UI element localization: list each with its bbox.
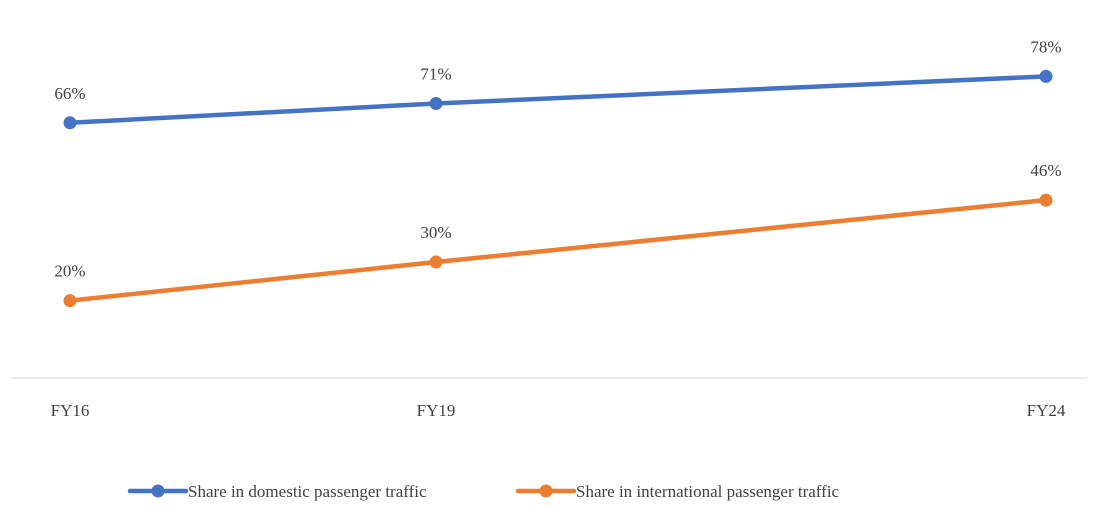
- data-label-layer: 66% 71% 78% 20% 30% 46%: [54, 37, 1061, 280]
- series-layer: [63, 69, 1053, 308]
- legend-label-1: Share in international passenger traffic: [576, 482, 840, 501]
- legend: Share in domestic passenger traffic Share…: [127, 482, 840, 501]
- series-1-data-label-fy24: 46%: [1030, 161, 1061, 180]
- legend-marker-0: [151, 484, 165, 498]
- series-0-point-fy16: [63, 116, 77, 130]
- x-tick-label-fy24: FY24: [1027, 401, 1066, 420]
- axis-layer: FY16 FY19 FY24: [10, 377, 1087, 420]
- x-tick-label-fy16: FY16: [51, 401, 90, 420]
- series-1-data-label-fy16: 20%: [54, 262, 85, 281]
- legend-marker-1: [539, 484, 553, 498]
- series-line-0: [67, 74, 1049, 126]
- series-line-1: [67, 197, 1049, 303]
- legend-label-0: Share in domestic passenger traffic: [188, 482, 427, 501]
- series-0-point-fy19: [429, 96, 443, 110]
- series-1-data-label-fy19: 30%: [420, 223, 451, 242]
- x-tick-label-fy19: FY19: [417, 401, 456, 420]
- series-1-point-fy24: [1039, 193, 1053, 207]
- series-0-data-label-fy16: 66%: [54, 84, 85, 103]
- series-1-point-fy19: [429, 255, 443, 269]
- series-0-point-fy24: [1039, 69, 1053, 83]
- series-0-data-label-fy19: 71%: [420, 64, 451, 83]
- series-0-data-label-fy24: 78%: [1030, 37, 1061, 56]
- series-1-point-fy16: [63, 294, 77, 308]
